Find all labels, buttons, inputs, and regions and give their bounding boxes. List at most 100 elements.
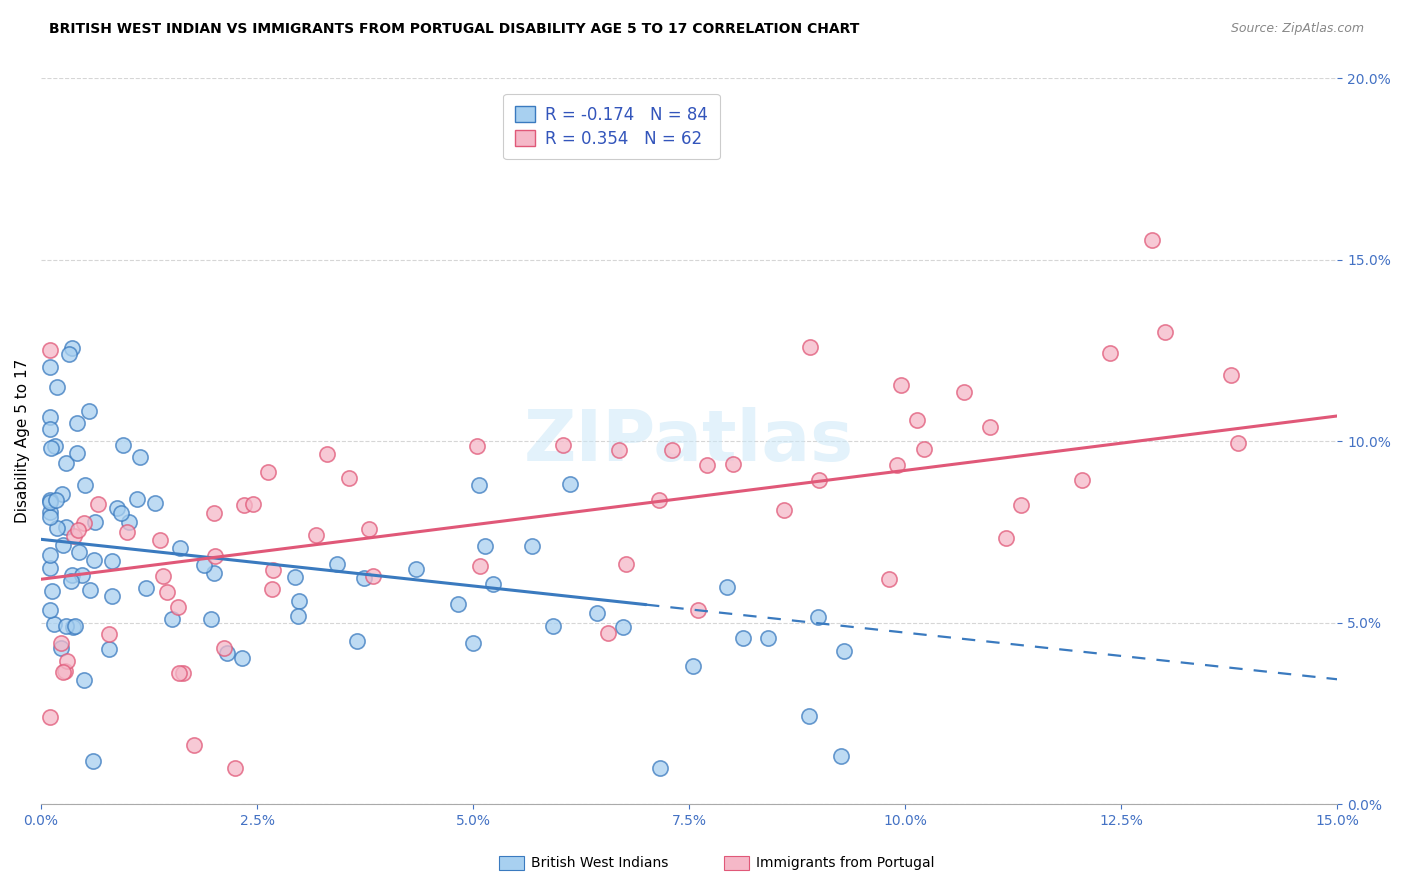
Point (877, 573, 900, 587)
Point (257, 465, 280, 479)
Point (979, 420, 1001, 434)
Point (305, 528, 328, 542)
Point (202, 566, 225, 580)
Point (156, 585, 179, 599)
Point (66, 445, 89, 459)
Point (773, 503, 796, 517)
Point (38, 409, 60, 424)
Point (135, 582, 157, 596)
Point (447, 597, 470, 611)
Point (316, 447, 339, 461)
Point (799, 340, 821, 354)
Point (830, 748, 852, 763)
Point (215, 646, 238, 660)
Point (172, 666, 194, 681)
Point (474, 539, 496, 553)
Point (1227, 436, 1250, 450)
Point (551, 437, 574, 451)
Point (361, 569, 384, 583)
Point (38, 493, 60, 508)
Point (481, 577, 503, 591)
Point (125, 492, 148, 507)
Point (661, 442, 683, 457)
Point (953, 384, 976, 399)
Point (52, 538, 75, 552)
Point (586, 607, 609, 621)
Point (461, 636, 484, 650)
Point (1153, 326, 1175, 340)
Point (912, 442, 935, 456)
Point (468, 478, 491, 492)
Point (105, 500, 128, 515)
Point (994, 531, 1017, 545)
Point (262, 563, 284, 577)
Point (77, 404, 100, 418)
Point (73, 516, 96, 531)
Point (648, 492, 671, 507)
Point (97, 642, 120, 657)
Point (38, 510, 60, 524)
Point (648, 761, 671, 775)
Point (1099, 346, 1122, 360)
Point (1070, 473, 1092, 487)
Point (346, 634, 368, 648)
Text: Source: ZipAtlas.com: Source: ZipAtlas.com (1230, 22, 1364, 36)
Point (260, 582, 283, 596)
Point (169, 541, 191, 555)
Point (112, 437, 135, 451)
Text: ZIPatlas: ZIPatlas (524, 407, 855, 475)
Point (86, 498, 108, 512)
Point (39, 441, 62, 455)
Point (62, 568, 84, 582)
Point (65, 619, 87, 633)
Point (101, 589, 124, 603)
Point (55, 456, 77, 470)
Point (696, 458, 718, 473)
Point (807, 473, 830, 487)
Point (202, 507, 225, 521)
Point (56, 654, 79, 668)
Point (543, 619, 565, 633)
Point (149, 533, 172, 547)
Y-axis label: Disability Age 5 to 17: Disability Age 5 to 17 (15, 359, 30, 524)
Point (160, 612, 183, 626)
Point (66, 416, 89, 430)
Point (52, 665, 75, 679)
Text: British West Indians: British West Indians (531, 856, 669, 870)
Point (38, 549, 60, 563)
Point (200, 612, 222, 626)
Point (115, 524, 138, 539)
Point (1219, 368, 1241, 382)
Point (1010, 498, 1032, 512)
Point (682, 659, 704, 673)
Point (100, 554, 122, 568)
Point (405, 562, 427, 576)
Legend: R = -0.174   N = 84, R = 0.354   N = 62: R = -0.174 N = 84, R = 0.354 N = 62 (503, 94, 720, 160)
Point (60, 341, 83, 355)
Point (325, 557, 347, 571)
Point (905, 413, 928, 427)
Point (465, 439, 488, 453)
Point (98, 626, 121, 640)
Point (468, 559, 491, 574)
Point (38, 422, 60, 436)
Point (41, 583, 63, 598)
Point (38, 561, 60, 575)
Point (716, 580, 738, 594)
Point (596, 625, 619, 640)
Point (75, 478, 97, 492)
Point (886, 458, 908, 472)
Point (44, 439, 66, 453)
Point (612, 620, 634, 634)
Point (183, 738, 205, 752)
Point (82, 755, 104, 769)
Point (62, 620, 84, 634)
Point (53, 665, 76, 679)
Point (807, 609, 830, 624)
Point (167, 599, 190, 614)
Point (46, 520, 69, 534)
Point (51, 487, 73, 501)
Point (143, 496, 166, 510)
Point (721, 457, 744, 471)
Point (756, 632, 779, 646)
